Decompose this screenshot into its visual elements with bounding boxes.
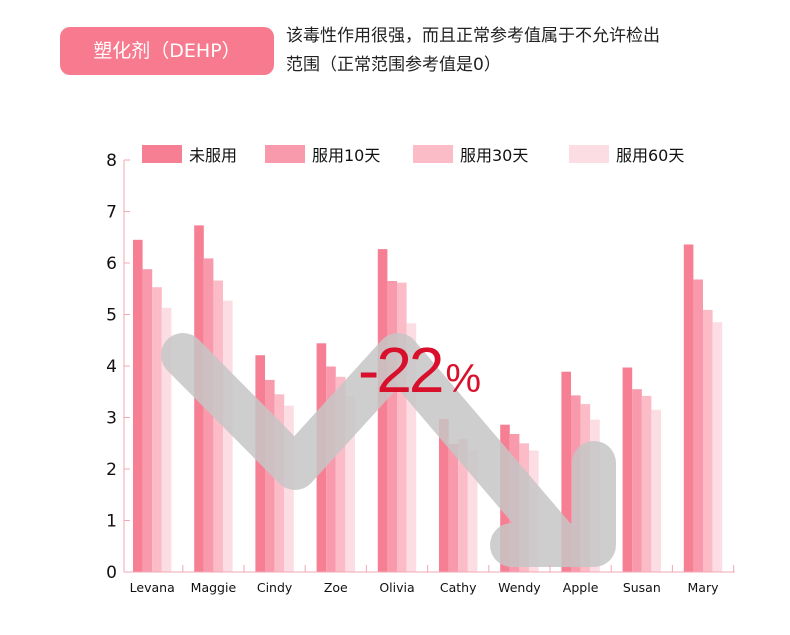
y-ticks-layer: 0 1 2 3 4 5 6 7 8 bbox=[106, 151, 130, 583]
description-line-2: 范围（正常范围参考值是0） bbox=[286, 55, 501, 75]
bar-susan-series-4 bbox=[651, 409, 661, 572]
x-label-zoe: Zoe bbox=[324, 580, 348, 595]
legend-label-1: 未服用 bbox=[189, 146, 237, 165]
bar-susan-series-3 bbox=[641, 395, 652, 572]
bar-cathy-series-4 bbox=[467, 450, 478, 572]
bar-cathy-series-3 bbox=[458, 439, 468, 572]
x-label-cindy: Cindy bbox=[257, 580, 293, 595]
legend-swatch-3 bbox=[413, 145, 453, 163]
bar-levana-series-4 bbox=[161, 307, 172, 572]
y-tick-label: 7 bbox=[106, 203, 117, 223]
legend-label-2: 服用10天 bbox=[312, 146, 380, 165]
y-tick-label: 1 bbox=[106, 512, 117, 532]
y-tick-label: 3 bbox=[106, 409, 117, 429]
y-tick-label: 8 bbox=[106, 151, 117, 171]
x-label-cathy: Cathy bbox=[440, 580, 477, 595]
bar-zoe-series-3 bbox=[335, 376, 346, 572]
trend-arrow-head bbox=[490, 441, 616, 567]
bar-mary-series-1 bbox=[683, 244, 694, 572]
bar-maggie-series-2 bbox=[203, 258, 214, 572]
trend-annotation-value: -22 bbox=[358, 334, 442, 406]
trend-annotation-suffix: % bbox=[446, 357, 481, 401]
trend-arrow-shaft bbox=[161, 333, 582, 567]
x-label-maggie: Maggie bbox=[191, 580, 237, 595]
dehp-badge: 塑化剂（DEHP） bbox=[60, 27, 274, 75]
bar-mary-series-2 bbox=[693, 279, 703, 572]
x-label-wendy: Wendy bbox=[498, 580, 541, 595]
legend-swatch-4 bbox=[569, 145, 609, 163]
legend-label-3: 服用30天 bbox=[460, 146, 528, 165]
bar-maggie-series-4 bbox=[223, 300, 233, 572]
bar-olivia-series-2 bbox=[387, 281, 397, 572]
y-tick-label: 0 bbox=[106, 563, 117, 583]
bar-olivia-series-1 bbox=[377, 249, 388, 572]
bar-levana-series-2 bbox=[142, 269, 153, 572]
description-text: 该毒性作用很强，而且正常参考值属于不允许检出 范围（正常范围参考值是0） bbox=[286, 22, 756, 80]
bar-cathy-series-2 bbox=[448, 443, 459, 572]
y-tick-label: 5 bbox=[106, 306, 117, 326]
y-tick-label: 4 bbox=[106, 357, 117, 377]
legend-swatch-1 bbox=[142, 145, 182, 163]
y-tick-label: 6 bbox=[106, 254, 117, 274]
x-label-olivia: Olivia bbox=[379, 580, 414, 595]
y-tick-label: 2 bbox=[106, 460, 117, 480]
bar-susan-series-1 bbox=[622, 367, 633, 572]
bar-levana-series-1 bbox=[133, 239, 143, 573]
bar-levana-series-3 bbox=[152, 287, 162, 572]
bar-zoe-series-2 bbox=[326, 366, 336, 572]
bar-mary-series-4 bbox=[712, 322, 723, 572]
legend-swatch-2 bbox=[265, 145, 305, 163]
bar-zoe-series-4 bbox=[345, 395, 355, 572]
x-labels-layer: Levana Maggie Cindy Zoe Olivia Cathy Wendy Appl… bbox=[130, 565, 735, 595]
bar-mary-series-3 bbox=[703, 309, 713, 572]
bar-olivia-series-4 bbox=[406, 323, 417, 572]
x-label-susan: Susan bbox=[623, 580, 661, 595]
trend-annotation: -22% bbox=[358, 334, 481, 406]
bars-layer bbox=[133, 225, 723, 573]
bar-susan-series-2 bbox=[632, 389, 642, 572]
x-label-apple: Apple bbox=[563, 580, 599, 595]
description-line-1: 该毒性作用很强，而且正常参考值属于不允许检出 bbox=[286, 26, 660, 46]
legend: 未服用 服用10天 服用30天 服用60天 bbox=[142, 145, 684, 165]
bar-olivia-series-3 bbox=[397, 282, 407, 572]
bar-apple-series-1 bbox=[561, 371, 571, 572]
x-label-levana: Levana bbox=[130, 580, 175, 595]
bar-maggie-series-3 bbox=[213, 280, 223, 572]
legend-label-4: 服用60天 bbox=[616, 146, 684, 165]
bar-cindy-series-2 bbox=[265, 379, 275, 572]
x-label-mary: Mary bbox=[688, 580, 720, 595]
trend-arrow bbox=[161, 333, 616, 567]
bar-cathy-series-1 bbox=[439, 419, 449, 572]
